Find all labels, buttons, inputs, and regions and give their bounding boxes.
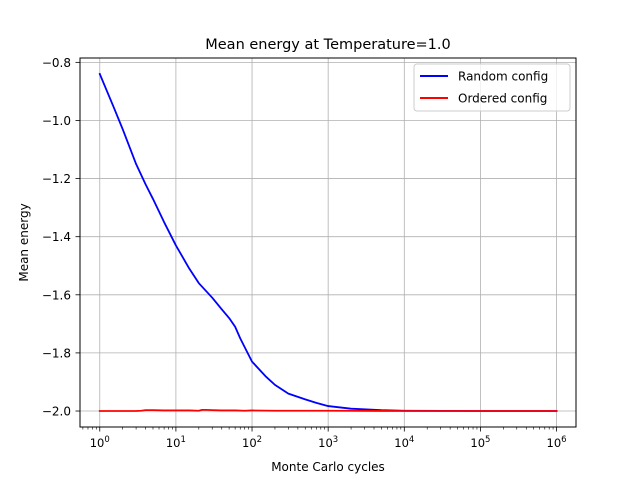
series-layer xyxy=(98,72,558,412)
legend-label-ordered-config: Ordered config xyxy=(458,92,547,106)
legend-label-random-config: Random config xyxy=(458,70,548,84)
y-tick-label-4: −1.6 xyxy=(42,288,71,302)
y-tick-label-3: −1.4 xyxy=(42,230,71,244)
series-line-ordered-config xyxy=(98,408,558,412)
legend: Random config Ordered config xyxy=(413,63,571,112)
y-tick-label-2: −1.2 xyxy=(42,172,71,186)
chart-title: Mean energy at Temperature=1.0 xyxy=(205,37,451,53)
legend-box xyxy=(413,63,571,112)
y-tick-label-1: −1.0 xyxy=(42,114,71,128)
y-axis-label: Mean energy xyxy=(17,203,31,281)
series-line-random-config xyxy=(98,72,558,412)
y-tick-label-0: −0.8 xyxy=(42,56,71,70)
x-axis-label: Monte Carlo cycles xyxy=(271,460,385,474)
y-tick-label-5: −1.8 xyxy=(42,346,71,360)
y-tick-label-6: −2.0 xyxy=(42,405,71,419)
